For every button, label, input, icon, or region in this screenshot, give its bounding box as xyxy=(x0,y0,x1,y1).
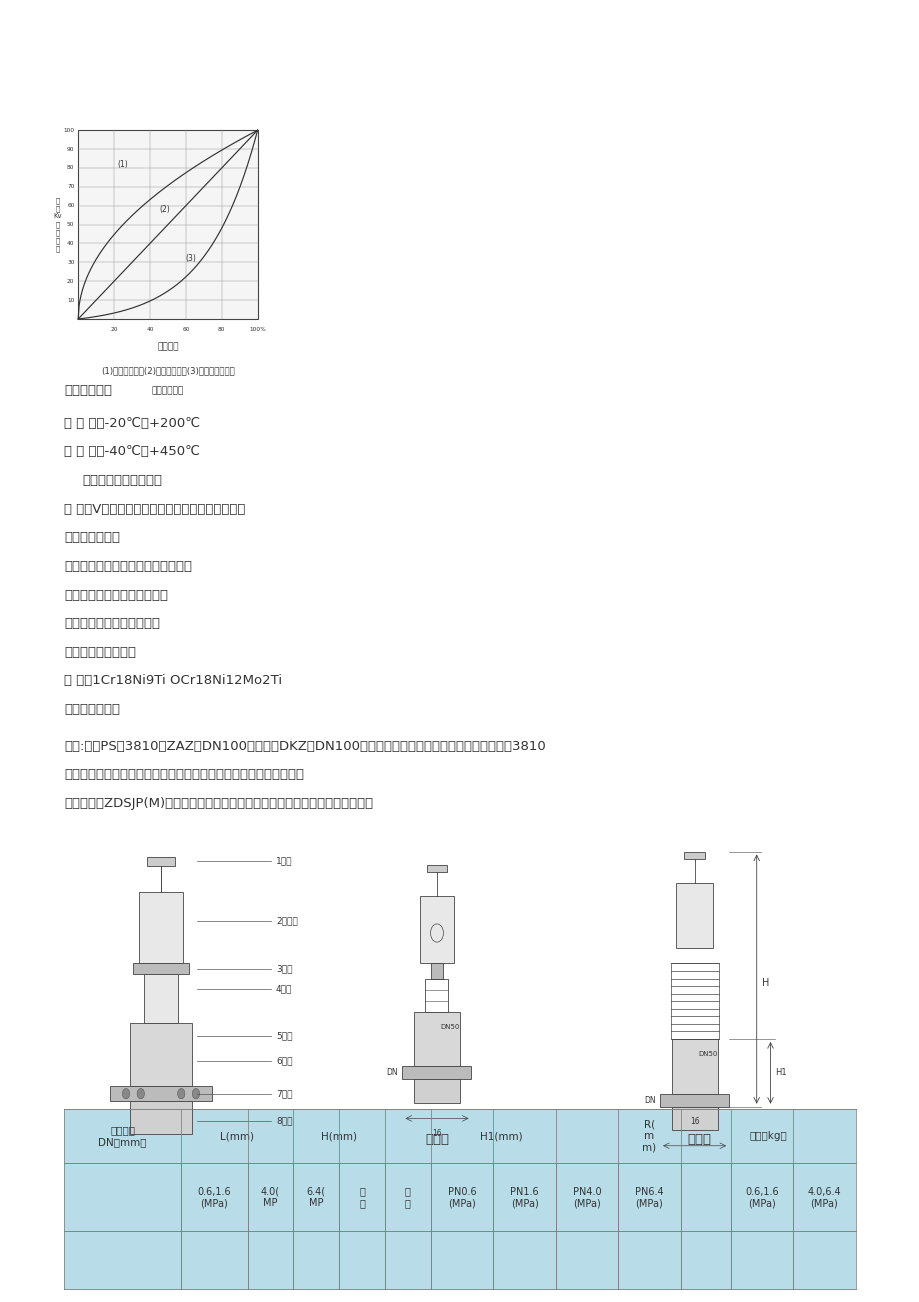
Text: DN: DN xyxy=(643,1096,654,1104)
Bar xyxy=(78,130,257,319)
Text: 60: 60 xyxy=(67,203,74,208)
Text: 常温型: 常温型 xyxy=(425,1133,448,1146)
Text: (2): (2) xyxy=(159,204,169,214)
Bar xyxy=(671,1039,717,1094)
Text: 4高盖: 4高盖 xyxy=(276,984,292,993)
Text: 2执行量: 2执行量 xyxy=(276,917,298,924)
Text: 100%: 100% xyxy=(249,327,266,332)
Text: 散 热 型：-40℃－+450℃: 散 热 型：-40℃－+450℃ xyxy=(64,445,200,458)
Text: 10: 10 xyxy=(67,298,74,302)
Bar xyxy=(130,1101,192,1134)
Bar xyxy=(144,974,177,1023)
Text: 6阀体: 6阀体 xyxy=(276,1056,292,1065)
Text: 散热型: 散热型 xyxy=(686,1133,710,1146)
Bar xyxy=(431,963,442,979)
Text: 重量（kg）: 重量（kg） xyxy=(748,1131,786,1142)
Circle shape xyxy=(177,1088,185,1099)
Text: DN50: DN50 xyxy=(698,1051,717,1057)
Text: 流量特性：等百分比特性，: 流量特性：等百分比特性， xyxy=(64,617,160,630)
Text: 7阀杆: 7阀杆 xyxy=(276,1090,292,1098)
Bar xyxy=(419,896,454,963)
Text: 90: 90 xyxy=(67,147,74,151)
Bar xyxy=(426,865,447,872)
Text: 常 温 型：-20℃－+200℃: 常 温 型：-20℃－+200℃ xyxy=(64,417,200,430)
Bar xyxy=(110,1086,211,1101)
Text: (1): (1) xyxy=(118,160,129,169)
Text: 直线特性和快开特性: 直线特性和快开特性 xyxy=(64,646,136,659)
Text: 六、工洲牌ZDSJP(M)型电子式精小型电动单座（套筒）调节阀外形尺寸及参数：: 六、工洲牌ZDSJP(M)型电子式精小型电动单座（套筒）调节阀外形尺寸及参数： xyxy=(64,797,373,810)
Circle shape xyxy=(192,1088,199,1099)
Text: H(mm): H(mm) xyxy=(321,1131,357,1142)
Bar xyxy=(147,857,175,866)
Text: 公称通径
DN（mm）: 公称通径 DN（mm） xyxy=(98,1125,147,1147)
Text: 或上导向单座套筒柱塞式阀芯: 或上导向单座套筒柱塞式阀芯 xyxy=(64,589,168,602)
Text: 0.6,1.6
(MPa): 0.6,1.6 (MPa) xyxy=(744,1186,777,1208)
Bar xyxy=(425,979,448,1012)
Bar xyxy=(684,852,704,859)
Text: 阀门开度: 阀门开度 xyxy=(157,342,178,352)
Bar xyxy=(133,963,188,974)
Bar xyxy=(139,892,183,963)
Bar xyxy=(403,1066,471,1079)
Text: 16: 16 xyxy=(432,1129,441,1138)
Text: 3板盖: 3板盖 xyxy=(276,965,292,973)
Bar xyxy=(64,1109,855,1289)
Bar xyxy=(675,883,712,948)
Circle shape xyxy=(122,1088,130,1099)
Text: (1)为快开特性，(2)为直线特性，(3)为等百分比特性: (1)为快开特性，(2)为直线特性，(3)为等百分比特性 xyxy=(101,366,234,375)
Text: DN: DN xyxy=(386,1069,397,1077)
Text: 填 料：V型聚四氟乙烯，柔性石墨，不锈钢波纹管: 填 料：V型聚四氟乙烯，柔性石墨，不锈钢波纹管 xyxy=(64,503,245,516)
Text: 类型:可选PS、3810、ZAZ（DN100以内）或DKZ（DN100以上）电子式直行程执行机构，防爆型选用3810: 类型:可选PS、3810、ZAZ（DN100以内）或DKZ（DN100以上）电子… xyxy=(64,740,546,753)
Text: (3): (3) xyxy=(186,254,197,263)
Bar xyxy=(414,1012,460,1066)
Text: 80: 80 xyxy=(218,327,225,332)
Text: 理想流量特性: 理想流量特性 xyxy=(152,387,184,396)
Text: 70: 70 xyxy=(67,185,74,189)
Text: 四、阀内组织：: 四、阀内组织： xyxy=(64,531,120,544)
Bar xyxy=(670,963,718,1039)
Text: 阀芯形式：上导向单座柱塞式阀芯，: 阀芯形式：上导向单座柱塞式阀芯， xyxy=(64,560,192,573)
Text: 20: 20 xyxy=(110,327,118,332)
Circle shape xyxy=(137,1088,144,1099)
Text: 1手轮: 1手轮 xyxy=(276,857,292,866)
Text: 8阀芯: 8阀芯 xyxy=(276,1117,292,1125)
Bar xyxy=(130,1023,192,1086)
Text: 40: 40 xyxy=(146,327,153,332)
Text: 常
温: 常 温 xyxy=(358,1186,365,1208)
Text: 4.0,6.4
(MPa): 4.0,6.4 (MPa) xyxy=(807,1186,840,1208)
Text: 4.0(
MP: 4.0( MP xyxy=(261,1186,279,1208)
Text: 散
热: 散 热 xyxy=(404,1186,411,1208)
Text: DN50: DN50 xyxy=(440,1023,460,1030)
Text: PN0.6
(MPa): PN0.6 (MPa) xyxy=(448,1186,476,1208)
Text: 额
定
Kv
值
百
分
比: 额 定 Kv 值 百 分 比 xyxy=(53,198,62,251)
Text: L(mm): L(mm) xyxy=(220,1131,254,1142)
Text: H1: H1 xyxy=(774,1069,786,1077)
Text: PN1.6
(MPa): PN1.6 (MPa) xyxy=(510,1186,539,1208)
Bar xyxy=(671,1107,717,1130)
Text: 16: 16 xyxy=(689,1117,698,1126)
Text: 0.6,1.6
(MPa): 0.6,1.6 (MPa) xyxy=(198,1186,231,1208)
Text: R(
m
m): R( m m) xyxy=(641,1120,656,1152)
Text: 6.4(
MP: 6.4( MP xyxy=(306,1186,325,1208)
Bar xyxy=(414,1079,460,1103)
Text: PN6.4
(MPa): PN6.4 (MPa) xyxy=(634,1186,664,1208)
Text: 40: 40 xyxy=(67,241,74,246)
Text: 80: 80 xyxy=(67,165,74,171)
Text: 30: 30 xyxy=(67,260,74,264)
Text: PN4.0
(MPa): PN4.0 (MPa) xyxy=(572,1186,601,1208)
Text: H: H xyxy=(762,978,769,988)
Text: 20: 20 xyxy=(67,279,74,284)
Text: 材 料：1Cr18Ni9Ti OCr18Ni12Mo2Ti: 材 料：1Cr18Ni9Ti OCr18Ni12Mo2Ti xyxy=(64,674,282,687)
Text: H1(mm): H1(mm) xyxy=(480,1131,522,1142)
Text: 5上盖: 5上盖 xyxy=(276,1031,292,1040)
Text: 50: 50 xyxy=(67,223,74,227)
Bar xyxy=(660,1094,729,1107)
Text: 型，技术参数和性能：请参阅对应的执行机构及阀门定位器说明书。: 型，技术参数和性能：请参阅对应的执行机构及阀门定位器说明书。 xyxy=(64,768,304,781)
Text: 压盖形式：螺栓压紧式: 压盖形式：螺栓压紧式 xyxy=(83,474,163,487)
Text: 60: 60 xyxy=(182,327,189,332)
Text: 三、上阀盖：: 三、上阀盖： xyxy=(64,384,112,397)
Text: 100: 100 xyxy=(63,128,74,133)
Text: 五、执行机构：: 五、执行机构： xyxy=(64,703,120,716)
